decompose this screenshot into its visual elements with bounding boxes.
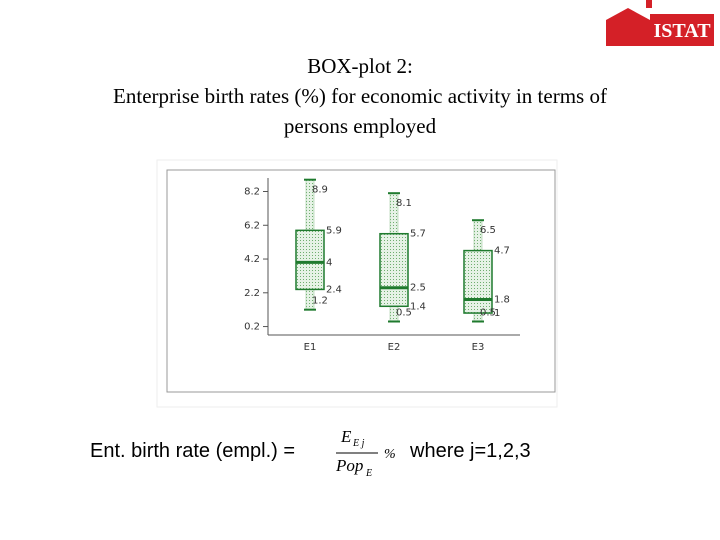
y-tick-label: 0.2 (244, 322, 260, 333)
title-line: BOX-plot 2: (307, 54, 413, 78)
chart-panel (156, 159, 558, 408)
q3-label: 4.7 (494, 246, 510, 257)
q1-label: 1.4 (410, 301, 426, 312)
x-tick-label: E1 (304, 342, 317, 353)
formula-lhs: Ent. birth rate (empl.) = (90, 440, 295, 462)
y-tick-label: 8.2 (244, 187, 260, 198)
q3-label: 5.9 (326, 225, 342, 236)
median-label: 4 (326, 257, 332, 268)
x-tick-label: E2 (388, 342, 401, 353)
q3-label: 5.7 (410, 229, 426, 240)
logo: ISTAT (606, 0, 714, 46)
y-tick-label: 6.2 (244, 220, 260, 231)
x-tick-label: E3 (472, 342, 485, 353)
formula-numerator: E (340, 427, 352, 446)
median-label: 2.5 (410, 283, 426, 294)
q1-label: 2.4 (326, 284, 342, 295)
min-label: 1.2 (312, 296, 328, 307)
max-label: 8.1 (396, 198, 412, 209)
title-line: Enterprise birth rates (%) for economic … (113, 84, 607, 108)
formula-denominator-sub: E (365, 468, 372, 479)
box (463, 249, 493, 314)
y-tick-label: 4.2 (244, 254, 260, 265)
formula-denominator: Pop (335, 456, 363, 475)
logo-text: ISTAT (653, 20, 711, 42)
box (295, 229, 325, 291)
max-label: 8.9 (312, 185, 328, 196)
plot: 0.2 2.2 4.2 6.2 8.2 E1 8.9 5.9 4 2.41.2 E2 8.1 5.7 2.… (244, 178, 520, 353)
box (379, 232, 409, 308)
formula-numerator-sub: E j (352, 438, 365, 449)
plot-frame (166, 169, 556, 393)
q1-label: 1 (494, 308, 500, 319)
min-label: 0.5 (396, 307, 412, 318)
max-label: 6.5 (480, 225, 496, 236)
formula-condition: where j=1,2,3 (409, 440, 531, 462)
title-line: persons employed (284, 114, 437, 138)
y-tick-label: 2.2 (244, 288, 260, 299)
min-label: 0.5 (480, 307, 496, 318)
formula-unit: % (384, 447, 396, 462)
median-label: 1.8 (494, 295, 510, 306)
